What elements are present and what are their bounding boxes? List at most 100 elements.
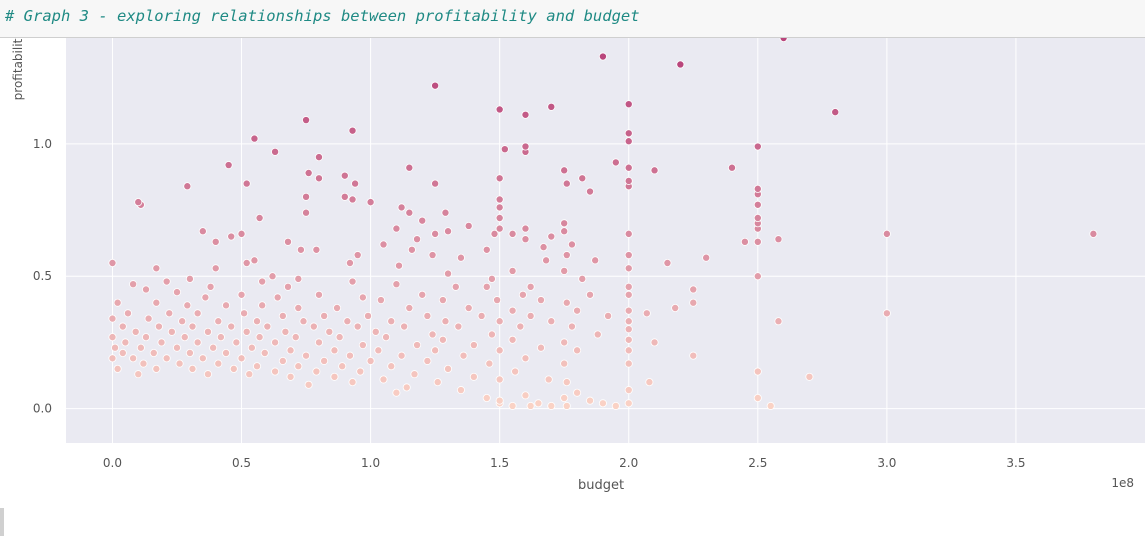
scatter-point bbox=[882, 229, 891, 238]
x-tick-label: 1.5 bbox=[490, 456, 509, 470]
scatter-point bbox=[464, 303, 473, 312]
scatter-point bbox=[508, 229, 517, 238]
scatter-point bbox=[567, 322, 576, 331]
scatter-point bbox=[203, 327, 212, 336]
scatter-point bbox=[271, 147, 280, 156]
scatter-point bbox=[624, 290, 633, 299]
scatter-point bbox=[340, 192, 349, 201]
scatter-point bbox=[294, 362, 303, 371]
scatter-point bbox=[578, 174, 587, 183]
scatter-point bbox=[753, 200, 762, 209]
scatter-point bbox=[258, 277, 267, 286]
scatter-point bbox=[456, 386, 465, 395]
scatter-point bbox=[286, 346, 295, 355]
scatter-point bbox=[428, 251, 437, 260]
code-cell[interactable]: # Graph 3 - exploring relationships betw… bbox=[0, 0, 1145, 38]
x-axis-offset-label: 1e8 bbox=[1111, 476, 1134, 490]
scatter-point bbox=[598, 52, 607, 61]
scatter-point bbox=[562, 401, 571, 410]
scatter-point bbox=[309, 322, 318, 331]
scatter-point bbox=[495, 396, 504, 405]
scatter-point bbox=[201, 293, 210, 302]
scatter-point bbox=[108, 314, 117, 323]
scatter-point bbox=[521, 354, 530, 363]
scatter-point bbox=[183, 182, 192, 191]
scatter-point bbox=[689, 285, 698, 294]
scatter-point bbox=[441, 208, 450, 217]
scatter-point bbox=[118, 322, 127, 331]
scatter-point bbox=[831, 108, 840, 117]
scatter-point bbox=[121, 338, 130, 347]
scatter-point bbox=[371, 327, 380, 336]
scatter-point bbox=[247, 343, 256, 352]
scatter-point bbox=[431, 81, 440, 90]
scatter-point bbox=[333, 303, 342, 312]
scatter-point bbox=[193, 309, 202, 318]
scatter-point bbox=[172, 343, 181, 352]
scatter-point bbox=[547, 317, 556, 326]
scatter-point bbox=[144, 314, 153, 323]
scatter-point bbox=[500, 145, 509, 154]
y-axis-ticks: 0.0 0.5 1.0 bbox=[33, 137, 52, 416]
scatter-point bbox=[356, 367, 365, 376]
scatter-point bbox=[314, 290, 323, 299]
scatter-point bbox=[663, 258, 672, 267]
scatter-point bbox=[188, 322, 197, 331]
scatter-point bbox=[438, 335, 447, 344]
scatter-point bbox=[343, 317, 352, 326]
scatter-point bbox=[727, 163, 736, 172]
scatter-point bbox=[271, 367, 280, 376]
scatter-point bbox=[211, 237, 220, 246]
scatter-point bbox=[441, 317, 450, 326]
scatter-point bbox=[111, 343, 120, 352]
scatter-point bbox=[198, 227, 207, 236]
scatter-point bbox=[232, 338, 241, 347]
x-tick-label: 1.0 bbox=[361, 456, 380, 470]
scatter-point bbox=[299, 317, 308, 326]
scatter-point bbox=[689, 351, 698, 360]
scatter-point bbox=[379, 375, 388, 384]
scatter-point bbox=[542, 256, 551, 265]
scatter-point bbox=[255, 333, 264, 342]
scatter-point bbox=[283, 237, 292, 246]
scatter-point bbox=[766, 401, 775, 410]
scatter-point bbox=[689, 298, 698, 307]
scatter-point bbox=[152, 364, 161, 373]
scatter-point bbox=[536, 296, 545, 305]
scatter-point bbox=[573, 306, 582, 315]
x-tick-label: 2.5 bbox=[748, 456, 767, 470]
scatter-point bbox=[302, 208, 311, 217]
scatter-point bbox=[108, 354, 117, 363]
cell-gutter bbox=[0, 508, 4, 536]
scatter-point bbox=[593, 330, 602, 339]
scatter-point bbox=[624, 325, 633, 334]
scatter-point bbox=[206, 282, 215, 291]
scatter-point bbox=[624, 264, 633, 273]
x-tick-label: 3.0 bbox=[877, 456, 896, 470]
scatter-point bbox=[526, 282, 535, 291]
scatter-point bbox=[242, 179, 251, 188]
scatter-point bbox=[304, 380, 313, 389]
scatter-point bbox=[518, 290, 527, 299]
scatter-point bbox=[237, 354, 246, 363]
scatter-point bbox=[294, 274, 303, 283]
scatter-point bbox=[345, 258, 354, 267]
scatter-point bbox=[397, 351, 406, 360]
scatter-point bbox=[281, 327, 290, 336]
scatter-point bbox=[227, 322, 236, 331]
scatter-plot: 0.0 0.5 1.0 1.5 2.0 2.5 3.0 3.5 0.0 0.5 1.0 budge… bbox=[11, 32, 1145, 493]
scatter-point bbox=[314, 338, 323, 347]
scatter-point bbox=[444, 269, 453, 278]
scatter-point bbox=[526, 401, 535, 410]
scatter-point bbox=[562, 298, 571, 307]
data-points bbox=[108, 34, 1098, 410]
scatter-point bbox=[364, 311, 373, 320]
scatter-point bbox=[376, 296, 385, 305]
scatter-point bbox=[573, 388, 582, 397]
scatter-point bbox=[353, 251, 362, 260]
scatter-point bbox=[469, 372, 478, 381]
scatter-point bbox=[250, 134, 259, 143]
scatter-point bbox=[129, 354, 138, 363]
scatter-point bbox=[573, 346, 582, 355]
scatter-point bbox=[624, 100, 633, 109]
